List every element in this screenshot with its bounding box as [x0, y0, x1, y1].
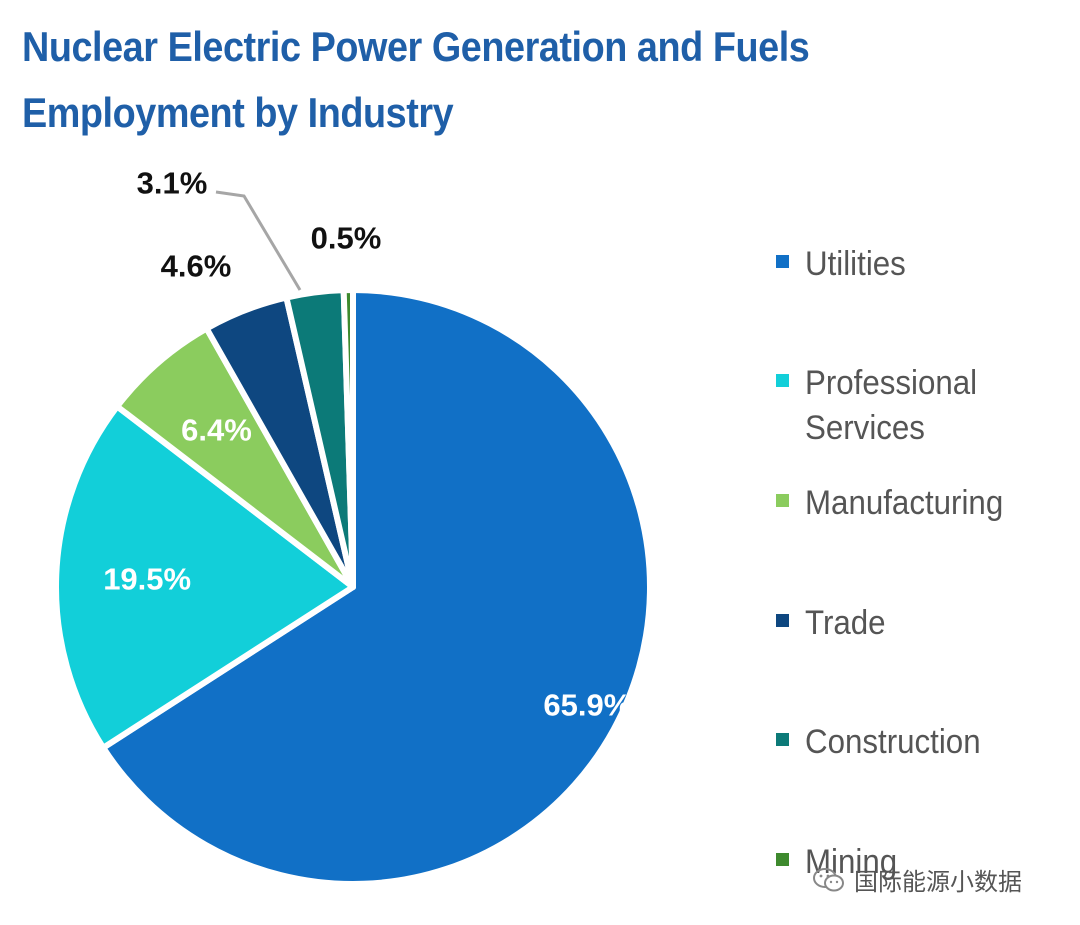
pie-slice-professional-services [53, 403, 356, 751]
data-label-professional-services: 19.5% [103, 561, 191, 596]
legend-item-construction: Construction [776, 720, 1070, 765]
data-label-mining: 0.5% [311, 221, 382, 256]
data-label-trade: 4.6% [161, 249, 232, 284]
legend-swatch [776, 614, 789, 627]
legend-label: Professional Services [805, 364, 978, 447]
chart-title-line-2: Employment by Industry [22, 89, 454, 136]
legend-item-trade: Trade [776, 601, 1070, 646]
pie-slice-mining [340, 287, 356, 590]
legend-item-mining: Mining [776, 840, 1070, 885]
legend-label: Trade [805, 604, 886, 642]
data-label-construction: 3.1% [137, 166, 208, 201]
legend-item-utilities: Utilities [776, 242, 1070, 287]
legend-item-professional-services: Professional Services [776, 361, 1070, 451]
data-label-manufacturing: 6.4% [181, 413, 252, 448]
watermark-text: 国际能源小数据 [854, 868, 1022, 896]
leader-line-construction [215, 190, 302, 291]
legend-swatch [776, 494, 789, 507]
legend-item-manufacturing: Manufacturing [776, 481, 1070, 526]
legend-label: Manufacturing [805, 484, 1004, 522]
wechat-icon [813, 867, 844, 891]
legend-swatch [776, 733, 789, 746]
chart-title-line-1: Nuclear Electric Power Generation and Fu… [22, 23, 810, 70]
legend-swatch [776, 853, 789, 866]
pie-slice-utilities [100, 287, 653, 887]
legend-label: Utilities [805, 245, 906, 283]
legend-swatch [776, 255, 789, 268]
legend-swatch [776, 374, 789, 387]
chart-title: Nuclear Electric Power Generation and Fu… [22, 14, 958, 146]
watermark: 国际能源小数据 [812, 862, 1022, 897]
data-label-utilities: 65.9% [543, 688, 631, 723]
legend-label: Construction [805, 723, 981, 761]
